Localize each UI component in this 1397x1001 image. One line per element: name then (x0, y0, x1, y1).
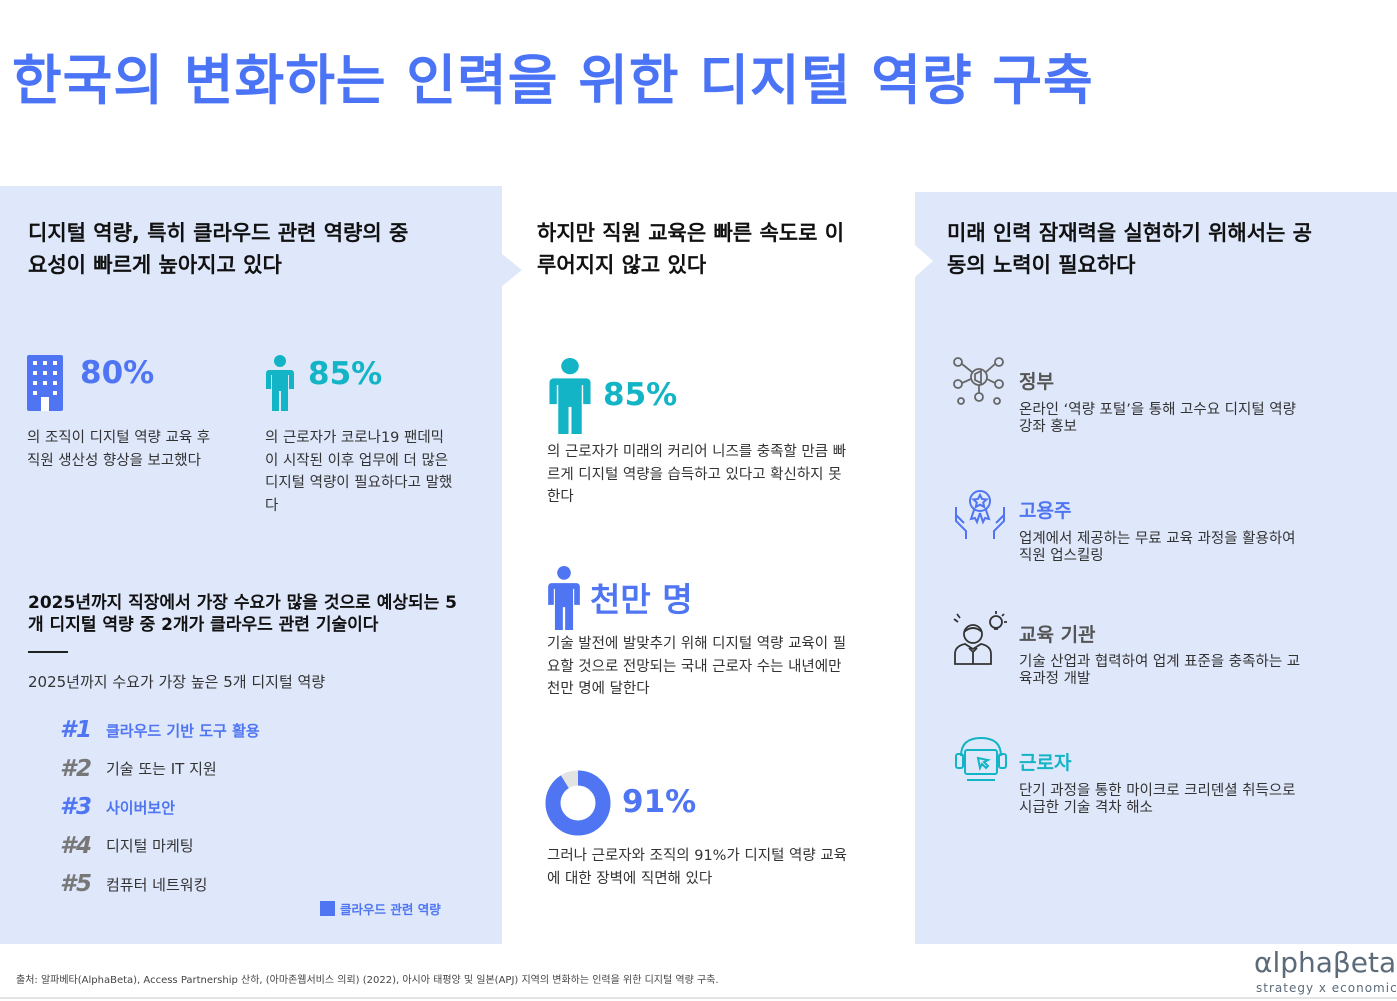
stat-text-line: 다 (265, 497, 279, 514)
stakeholder-text: 단기 과정을 통한 마이크로 크리덴셜 취득으로 시급한 기술 격차 해소 (1019, 783, 1359, 817)
stat-value: 85% (603, 377, 678, 413)
subheading-line: 개 디지털 역량 중 2개가 클라우드 관련 기술이다 (28, 615, 379, 635)
stat-text-line: 한다 (547, 489, 574, 505)
stat-text-line: 르게 디지털 역량을 습득하고 있다고 확신하지 못 (547, 466, 842, 483)
ranking-number: #5 (60, 871, 93, 897)
right-heading-line: 동의 노력이 필요하다 (947, 253, 1136, 277)
person-icon (548, 566, 580, 630)
stat-text-line: 이 시작된 이후 업무에 더 많은 (265, 452, 449, 469)
subheading-line: 2025년까지 직장에서 가장 수요가 많을 것으로 예상되는 5 (28, 593, 458, 613)
hands-award-icon (955, 490, 1005, 539)
left-heading-line: 디지털 역량, 특히 클라우드 관련 역량의 중 (28, 221, 409, 245)
ranking-number: #4 (60, 832, 93, 859)
stakeholder-text-line: 업계에서 제공하는 무료 교육 과정을 활용하여 (1019, 531, 1296, 547)
stakeholder-title: 정부 (1019, 371, 1054, 393)
stat-description: 의 근로자가 코로나19 팬데믹 이 시작된 이후 업무에 더 많은 디지털 역… (265, 427, 490, 517)
left-panel-arrow (502, 254, 522, 286)
left-panel (0, 186, 502, 944)
stat-text-line: 기술 발전에 발맞추기 위해 디지털 역량 교육이 필 (547, 636, 847, 652)
stakeholder-text-line: 기술 산업과 협력하여 업계 표준을 충족하는 교 (1019, 654, 1301, 670)
stat-description: 의 조직이 디지털 역량 교육 후 직원 생산성 향상을 보고했다 (27, 427, 247, 472)
logo-tagline: strategy x economics (1256, 981, 1397, 995)
stat-description: 그러나 근로자와 조직의 91%가 디지털 역량 교육 에 대한 장벽에 직면해… (547, 845, 882, 890)
stat-text-line: 에 대한 장벽에 직면해 있다 (547, 870, 713, 887)
ranking-label: 기술 또는 IT 지원 (106, 760, 217, 778)
stat-text-line: 의 근로자가 미래의 커리어 니즈를 충족할 만큼 빠 (547, 444, 847, 460)
stakeholder-text-line: 시급한 기술 격차 해소 (1019, 800, 1153, 816)
footer-divider (0, 997, 1397, 999)
ranking-number: #2 (60, 755, 93, 782)
stakeholder-text-line: 직원 업스킬링 (1019, 548, 1104, 564)
stat-text-line: 직원 생산성 향상을 보고했다 (27, 452, 201, 469)
ranking-item: #2 기술 또는 IT 지원 (60, 754, 217, 784)
ranking-list-title: 2025년까지 수요가 가장 높은 5개 디지털 역량 (28, 673, 326, 691)
donut-arc (545, 770, 611, 836)
middle-heading-line: 하지만 직원 교육은 빠른 속도로 이 (537, 221, 845, 245)
donut-chart-icon (545, 770, 611, 836)
stakeholder-title: 고용주 (1019, 500, 1072, 522)
right-heading-line: 미래 인력 잠재력을 실현하기 위해서는 공 (947, 221, 1312, 245)
stat-value: 85% (308, 356, 383, 392)
stakeholder-text: 기술 산업과 협력하여 업계 표준을 충족하는 교 육과정 개발 (1019, 654, 1359, 688)
middle-panel-arrow (915, 245, 933, 277)
ranking-item: #4 디지털 마케팅 (60, 831, 194, 861)
right-column-heading: 미래 인력 잠재력을 실현하기 위해서는 공 동의 노력이 필요하다 (947, 217, 1387, 281)
page-title: 한국의 변화하는 인력을 위한 디지털 역량 구축 (12, 49, 1094, 112)
ranking-item: #3 사이버보안 (60, 792, 175, 822)
stakeholder-text: 업계에서 제공하는 무료 교육 과정을 활용하여 직원 업스킬링 (1019, 531, 1359, 565)
ranking-label: 디지털 마케팅 (106, 837, 194, 855)
online-course-icon (955, 736, 1007, 781)
educator-idea-icon (953, 611, 1007, 665)
stakeholder-text-line: 온라인 ‘역량 포털’을 통해 고수요 디지털 역량 (1019, 402, 1296, 418)
source-citation: 출처: 알파베타(AlphaBeta), Access Partnership … (16, 975, 719, 986)
left-column-heading: 디지털 역량, 특히 클라우드 관련 역량의 중 요성이 빠르게 높아지고 있다 (28, 217, 488, 281)
ranking-number: #1 (60, 717, 93, 743)
stat-text-line: 의 조직이 디지털 역량 교육 후 (27, 430, 211, 446)
stakeholder-text: 온라인 ‘역량 포털’을 통해 고수요 디지털 역량 강좌 홍보 (1019, 402, 1359, 436)
ranking-number: #3 (60, 794, 93, 820)
stakeholder-text-line: 육과정 개발 (1019, 671, 1091, 687)
stakeholder-text-line: 단기 과정을 통한 마이크로 크리덴셜 취득으로 (1019, 783, 1296, 799)
ranking-item: #1 클라우드 기반 도구 활용 (60, 715, 260, 745)
middle-column-heading: 하지만 직원 교육은 빠른 속도로 이 루어지지 않고 있다 (537, 217, 907, 281)
stakeholder-title: 근로자 (1019, 752, 1072, 774)
stat-text-line: 의 근로자가 코로나19 팬데믹 (265, 430, 445, 446)
ranking-label: 컴퓨터 네트워킹 (106, 875, 208, 894)
legend-swatch (320, 901, 335, 916)
person-icon (549, 358, 591, 434)
person-icon (266, 355, 294, 411)
building-icon (27, 355, 63, 411)
government-network-icon (953, 357, 1004, 405)
ranking-label: 클라우드 기반 도구 활용 (106, 721, 260, 740)
right-panel (915, 192, 1397, 944)
stat-text-line: 디지털 역량이 필요하다고 말했 (265, 475, 453, 491)
stakeholder-title: 교육 기관 (1019, 624, 1096, 646)
stat-value: 천만 명 (590, 580, 693, 619)
stat-description: 기술 발전에 발맞추기 위해 디지털 역량 교육이 필 요할 것으로 전망되는 … (547, 633, 882, 701)
ranking-label: 사이버보안 (106, 798, 176, 817)
legend-label: 클라우드 관련 역량 (340, 902, 441, 917)
stat-text-line: 천만 명에 달한다 (547, 681, 650, 697)
stat-value: 91% (622, 784, 697, 820)
alphabeta-logo: αlphaβeta (1254, 946, 1397, 979)
left-heading-line: 요성이 빠르게 높아지고 있다 (28, 253, 282, 277)
legend: 클라우드 관련 역량 (320, 899, 441, 918)
middle-heading-line: 루어지지 않고 있다 (537, 253, 707, 277)
stat-value: 80% (80, 355, 155, 391)
stat-description: 의 근로자가 미래의 커리어 니즈를 충족할 만큼 빠 르게 디지털 역량을 습… (547, 441, 882, 509)
stat-text-line: 요할 것으로 전망되는 국내 근로자 수는 내년에만 (547, 658, 842, 675)
left-subheading: 2025년까지 직장에서 가장 수요가 많을 것으로 예상되는 5 개 디지털 … (28, 592, 493, 636)
ranking-item: #5 컴퓨터 네트워킹 (60, 869, 207, 899)
stat-text-line: 그러나 근로자와 조직의 91%가 디지털 역량 교육 (547, 848, 848, 864)
stakeholder-text-line: 강좌 홍보 (1019, 419, 1077, 435)
divider (28, 651, 68, 653)
